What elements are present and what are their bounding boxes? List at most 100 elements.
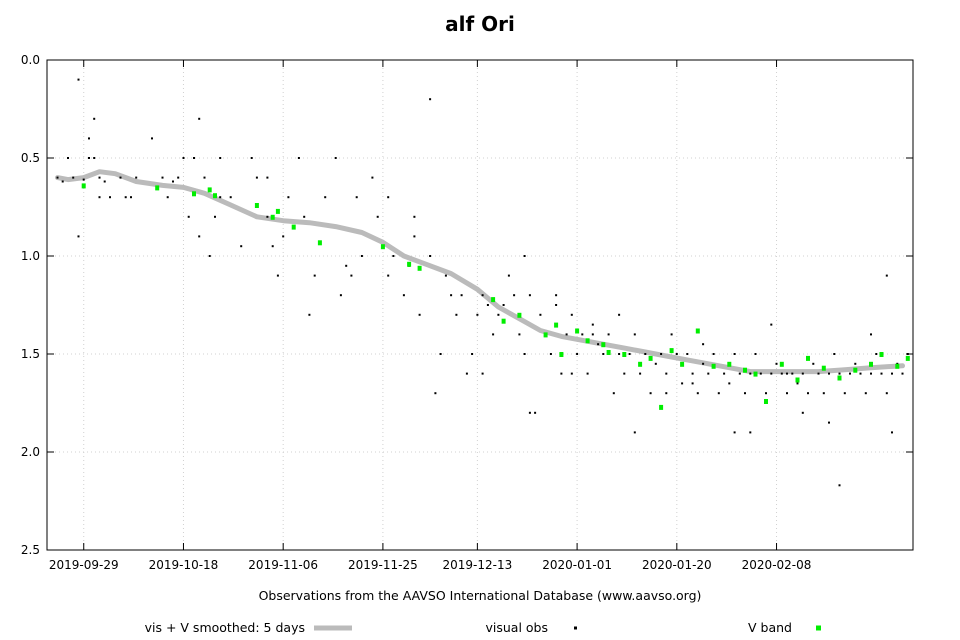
x-axis-ticks: 2019-09-29 2019-10-18 2019-11-06 2019-11-25… (49, 60, 811, 572)
v-band-point (680, 361, 685, 367)
visual-obs-point (324, 196, 327, 199)
y-tick-label: 2.5 (21, 543, 40, 557)
visual-obs-point (749, 431, 752, 434)
legend-smoothed-label: vis + V smoothed: 5 days (145, 620, 305, 635)
v-band-point (317, 240, 322, 246)
v-band-point (669, 348, 674, 354)
visual-obs-point (854, 362, 857, 365)
visual-obs-point (691, 372, 694, 375)
visual-obs-point (791, 372, 794, 375)
v-band-point (517, 312, 522, 318)
visual-obs-point (870, 372, 872, 375)
v-band-point (795, 377, 800, 383)
v-band-point (606, 350, 611, 355)
visual-obs-point (413, 215, 416, 218)
visual-obs-point (838, 372, 841, 375)
visual-obs-point (492, 333, 495, 336)
visual-obs-point (182, 157, 185, 159)
visual-obs-point (434, 392, 437, 395)
visual-obs-point (523, 353, 526, 355)
visual-obs-point (387, 274, 390, 277)
visual-obs-point (838, 484, 841, 487)
visual-obs-point (444, 274, 447, 277)
visual-obs-point (151, 137, 153, 140)
visual-obs-point (733, 431, 736, 434)
visual-obs-point (565, 333, 568, 336)
visual-obs-point (618, 353, 621, 355)
v-band-point (81, 183, 86, 189)
v-band-point (192, 191, 196, 197)
visual-obs-point (130, 196, 132, 199)
visual-obs-point (502, 304, 505, 306)
visual-obs-point (513, 294, 516, 297)
y-tick-label: 2.0 (21, 445, 40, 459)
visual-obs-point (402, 294, 405, 297)
v-band-point (753, 371, 758, 377)
visual-obs-point (528, 411, 531, 414)
visual-obs-point (497, 313, 500, 316)
visual-obs-point (229, 196, 232, 199)
v-band-point (648, 355, 653, 361)
visual-obs-point (77, 78, 80, 81)
visual-obs-point (61, 180, 64, 183)
v-band-point (417, 265, 422, 271)
v-band-point (554, 322, 559, 328)
visual-obs-point (313, 274, 316, 277)
visual-obs-point (775, 362, 778, 365)
visual-obs-point (439, 353, 442, 355)
visual-obs-points (56, 78, 909, 487)
visual-obs-point (812, 362, 815, 365)
v-band-point (806, 355, 810, 361)
visual-obs-point (660, 353, 663, 355)
v-band-point (575, 328, 580, 334)
visual-obs-point (849, 372, 851, 375)
visual-obs-point (675, 353, 678, 355)
visual-obs-point (98, 176, 101, 179)
visual-obs-point (172, 180, 174, 183)
v-band-point (659, 404, 664, 410)
visual-obs-point (308, 313, 311, 316)
v-band-point (254, 203, 259, 208)
visual-obs-point (266, 215, 269, 218)
x-tick-label: 2019-11-25 (348, 558, 418, 572)
v-band-point (695, 328, 700, 334)
v-band-point (879, 352, 884, 357)
visual-obs-point (539, 313, 542, 316)
visual-obs-point (560, 372, 563, 375)
visual-obs-point (770, 372, 773, 375)
visual-obs-point (807, 392, 809, 395)
legend-vband-swatch (816, 625, 821, 631)
visual-obs-point (429, 255, 432, 257)
visual-obs-point (570, 313, 573, 316)
y-tick-label: 1.0 (21, 249, 40, 263)
visual-obs-point (649, 392, 652, 395)
visual-obs-point (665, 372, 668, 375)
v-band-point (601, 342, 606, 348)
visual-obs-point (870, 333, 872, 336)
visual-obs-point (177, 176, 180, 179)
visual-obs-point (681, 382, 684, 385)
visual-obs-point (796, 382, 799, 385)
visual-obs-point (334, 157, 337, 159)
visual-obs-point (88, 137, 90, 140)
visual-obs-point (822, 392, 825, 395)
v-band-point (559, 352, 564, 357)
visual-obs-point (728, 382, 731, 385)
visual-obs-point (219, 157, 222, 159)
visual-obs-point (471, 353, 474, 355)
visual-obs-point (639, 372, 642, 375)
visual-obs-point (691, 382, 694, 385)
x-tick-label: 2019-12-13 (443, 558, 513, 572)
v-band-point (380, 244, 385, 250)
v-band-point (821, 365, 826, 371)
visual-obs-point (240, 245, 243, 248)
visual-obs-point (665, 392, 668, 395)
visual-obs-point (654, 362, 657, 365)
visual-obs-point (549, 353, 552, 355)
v-band-point (853, 367, 858, 373)
visual-obs-point (376, 215, 379, 218)
v-band-point (543, 332, 548, 338)
y-tick-label: 0.5 (21, 151, 40, 165)
visual-obs-point (864, 392, 867, 395)
